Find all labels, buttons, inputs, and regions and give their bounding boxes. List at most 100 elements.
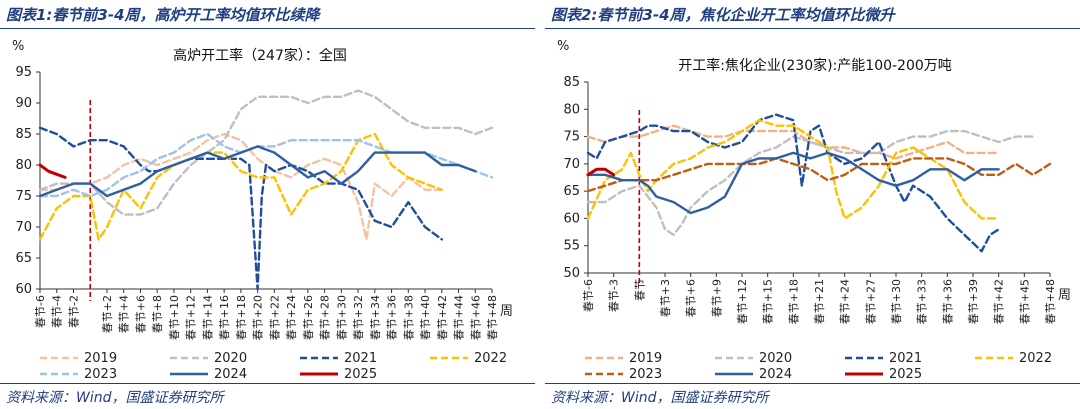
- x-tick-label: 春节-6: [34, 295, 47, 328]
- x-tick-label: 春节+6: [685, 279, 698, 317]
- x-tick-label: 春节+48: [486, 295, 499, 340]
- x-tick-label: 春节+3: [659, 279, 672, 317]
- x-tick-label: 春节+10: [168, 295, 181, 340]
- x-tick-label: 春节+28: [319, 295, 332, 340]
- x-tick-label: 春节+44: [453, 295, 466, 340]
- x-tick-label: 春节+26: [302, 295, 315, 340]
- legend-label-2024: 2024: [214, 367, 247, 382]
- x-tick-label: 春节+18: [235, 295, 248, 340]
- legend-label-2022: 2022: [474, 351, 507, 366]
- left-figure-title: 图表1:春节前3-4周，高炉开工率均值环比续降: [6, 6, 320, 24]
- series-line-2024: [38, 145, 477, 198]
- series-line-2023: [586, 157, 1052, 193]
- x-tick-label: 春节+38: [402, 295, 415, 340]
- x-tick-label: 春节-4: [51, 295, 64, 328]
- x-tick-label: 春节+30: [890, 279, 903, 324]
- left-source-note: 资料来源：Wind，国盛证券研究所: [6, 390, 224, 406]
- legend-label-2019: 2019: [84, 351, 117, 366]
- x-tick-label-spring-festival: 春节: [633, 279, 646, 301]
- x-tick-label: 春节+45: [1018, 279, 1031, 324]
- right-title-rule: [545, 28, 1080, 29]
- y-tick-label: 95: [15, 65, 32, 80]
- x-tick-label: 春节+16: [218, 295, 231, 340]
- y-tick-label: 80: [563, 102, 580, 117]
- x-tick-label: 春节+34: [369, 295, 382, 340]
- legend-label-2025: 2025: [344, 367, 377, 382]
- left-figure-panel: 图表1:春节前3-4周，高炉开工率均值环比续降 高炉开工率（247家）：全国% 6…: [0, 0, 535, 409]
- series-line-2024: [586, 151, 1000, 215]
- legend-label-2021: 2021: [344, 351, 377, 366]
- y-tick-label: 60: [15, 282, 32, 297]
- legend-label-2023: 2023: [629, 367, 662, 382]
- chart-title: 开工率:焦化企业(230家):产能100-200万吨: [678, 57, 952, 74]
- x-tick-label: 春节+14: [201, 295, 214, 340]
- legend-label-2023: 2023: [84, 367, 117, 382]
- y-tick-label: 75: [563, 130, 580, 145]
- y-tick-label: 60: [563, 211, 580, 226]
- x-axis-unit: 周: [1058, 288, 1071, 303]
- x-tick-label: 春节+4: [118, 295, 131, 333]
- x-tick-label: 春节+42: [993, 279, 1006, 324]
- x-tick-label: 春节-6: [582, 279, 595, 312]
- y-tick-label: 55: [563, 239, 580, 254]
- legend-label-2020: 2020: [214, 351, 247, 366]
- y-tick-label: 70: [15, 220, 32, 235]
- x-tick-label: 春节-2: [67, 295, 80, 328]
- y-tick-label: 65: [563, 184, 580, 199]
- x-tick-label: 春节-3: [608, 279, 621, 312]
- series-line-2022: [38, 132, 443, 241]
- x-tick-label: 春节+36: [941, 279, 954, 324]
- x-tick-label: 春节+9: [710, 279, 723, 317]
- x-tick-label: 春节+24: [285, 295, 298, 340]
- x-tick-label: 春节+6: [134, 295, 147, 333]
- y-tick-label: 65: [15, 251, 32, 266]
- series-line-2021: [586, 113, 1000, 253]
- right-figure-panel: 图表2:春节前3-4周，焦化企业开工率均值环比微升 开工率:焦化企业(230家)…: [545, 0, 1080, 409]
- x-tick-label: 春节+12: [736, 279, 749, 324]
- y-tick-label: 90: [15, 96, 32, 111]
- legend-label-2025: 2025: [889, 367, 922, 382]
- y-tick-label: 85: [15, 127, 32, 142]
- y-tick-label: 70: [563, 157, 580, 172]
- x-tick-label: 春节+39: [967, 279, 980, 324]
- x-tick-label: 春节+42: [436, 295, 449, 340]
- y-tick-label: 80: [15, 158, 32, 173]
- series-line-2019: [586, 124, 1000, 160]
- x-tick-label: 春节+27: [864, 279, 877, 324]
- series-line-2023: [38, 132, 494, 198]
- legend-label-2020: 2020: [759, 351, 792, 366]
- x-tick-label: 春节+15: [762, 279, 775, 324]
- y-tick-label: 50: [563, 266, 580, 281]
- right-source-rule: [545, 383, 1080, 384]
- x-tick-label: 春节+30: [335, 295, 348, 340]
- series-line-2021: [38, 126, 443, 291]
- x-axis-unit: 周: [500, 304, 513, 319]
- x-tick-label: 春节+22: [268, 295, 281, 340]
- x-tick-label: 春节+12: [185, 295, 198, 340]
- left-title-rule: [0, 28, 535, 29]
- legend-label-2022: 2022: [1019, 351, 1052, 366]
- series-line-2025: [38, 163, 67, 179]
- x-tick-label: 春节+32: [352, 295, 365, 340]
- y-tick-label: 85: [563, 75, 580, 90]
- x-tick-label: 春节+33: [916, 279, 929, 324]
- x-tick-label: 春节+20: [252, 295, 265, 340]
- x-tick-label: 春节+46: [469, 295, 482, 340]
- x-tick-label: 春节+40: [419, 295, 432, 340]
- series-line-2025: [586, 167, 616, 177]
- legend-label-2019: 2019: [629, 351, 662, 366]
- y-axis-unit: %: [12, 39, 24, 54]
- right-figure-title: 图表2:春节前3-4周，焦化企业开工率均值环比微升: [551, 6, 895, 24]
- series-line-2020: [38, 89, 494, 216]
- x-tick-label: 春节+21: [813, 279, 826, 324]
- legend-label-2021: 2021: [889, 351, 922, 366]
- x-tick-label: 春节+48: [1044, 279, 1057, 324]
- x-tick-label: 春节+8: [151, 295, 164, 333]
- x-tick-label: 春节+18: [787, 279, 800, 324]
- x-tick-label: 春节+2: [101, 295, 114, 333]
- y-axis-unit: %: [557, 39, 569, 54]
- series-line-2020: [586, 129, 1035, 236]
- coking-chart: 开工率:焦化企业(230家):产能100-200万吨% 50 55 60 65 70 75 8…: [557, 39, 1071, 382]
- right-source-note: 资料来源：Wind，国盛证券研究所: [551, 390, 769, 406]
